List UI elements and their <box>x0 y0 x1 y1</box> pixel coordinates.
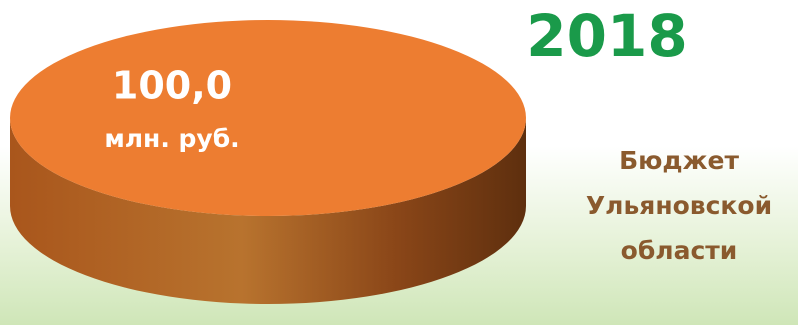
data-label: 100,0 <box>112 64 232 108</box>
pie-marks <box>10 20 526 304</box>
legend-entry: Бюджет Ульяновской области <box>585 146 773 265</box>
pie-side <box>10 118 526 304</box>
chart-title: 2018 <box>526 2 687 70</box>
pie-slice <box>10 20 526 216</box>
data-unit: млн. руб. <box>104 124 239 153</box>
